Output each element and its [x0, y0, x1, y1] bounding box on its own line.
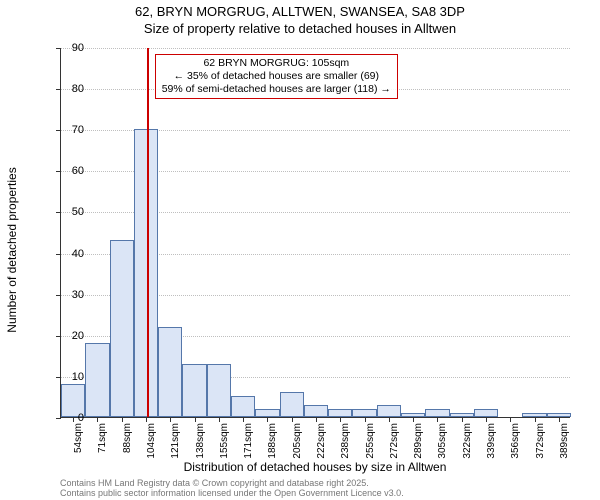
histogram-bar — [231, 396, 255, 417]
x-tick-mark — [243, 417, 244, 422]
x-tick-mark — [267, 417, 268, 422]
y-tick-label: 70 — [54, 124, 84, 136]
x-tick-mark — [340, 417, 341, 422]
chart-title-line2: Size of property relative to detached ho… — [0, 21, 600, 38]
x-tick-mark — [389, 417, 390, 422]
y-tick-label: 40 — [54, 248, 84, 260]
y-tick-label: 90 — [54, 42, 84, 54]
x-tick-mark — [146, 417, 147, 422]
x-tick-mark — [486, 417, 487, 422]
footer-line1: Contains HM Land Registry data © Crown c… — [60, 478, 590, 488]
histogram-bar — [377, 405, 401, 417]
x-tick-mark — [437, 417, 438, 422]
x-tick-mark — [122, 417, 123, 422]
histogram-bar — [425, 409, 449, 417]
histogram-bar — [352, 409, 376, 417]
x-tick-mark — [292, 417, 293, 422]
histogram-bar — [474, 409, 498, 417]
histogram-chart: 62, BRYN MORGRUG, ALLTWEN, SWANSEA, SA8 … — [0, 0, 600, 500]
y-tick-label: 50 — [54, 206, 84, 218]
x-tick-mark — [170, 417, 171, 422]
histogram-bar — [328, 409, 352, 417]
histogram-bar — [207, 364, 231, 417]
x-tick-mark — [462, 417, 463, 422]
gridline — [61, 48, 570, 49]
property-marker-line — [147, 48, 149, 417]
annotation-line: ← 35% of detached houses are smaller (69… — [162, 70, 391, 83]
y-axis-label: Number of detached properties — [5, 167, 19, 332]
histogram-bar — [255, 409, 279, 417]
x-axis-label: Distribution of detached houses by size … — [60, 460, 570, 474]
y-tick-label: 60 — [54, 165, 84, 177]
plot-area: 54sqm71sqm88sqm104sqm121sqm138sqm155sqm1… — [60, 48, 570, 418]
footer-note: Contains HM Land Registry data © Crown c… — [60, 478, 590, 499]
x-tick-mark — [510, 417, 511, 422]
x-tick-mark — [316, 417, 317, 422]
x-tick-mark — [195, 417, 196, 422]
x-tick-mark — [559, 417, 560, 422]
histogram-bar — [158, 327, 182, 417]
x-tick-mark — [535, 417, 536, 422]
histogram-bar — [85, 343, 109, 417]
chart-title-line1: 62, BRYN MORGRUG, ALLTWEN, SWANSEA, SA8 … — [0, 4, 600, 21]
annotation-box: 62 BRYN MORGRUG: 105sqm← 35% of detached… — [155, 54, 398, 99]
x-tick-mark — [219, 417, 220, 422]
x-tick-mark — [413, 417, 414, 422]
annotation-line: 59% of semi-detached houses are larger (… — [162, 83, 391, 96]
histogram-bar — [110, 240, 134, 417]
footer-line2: Contains public sector information licen… — [60, 488, 590, 498]
chart-title-block: 62, BRYN MORGRUG, ALLTWEN, SWANSEA, SA8 … — [0, 4, 600, 38]
y-tick-label: 80 — [54, 83, 84, 95]
y-tick-label: 0 — [54, 412, 84, 424]
y-tick-label: 20 — [54, 330, 84, 342]
annotation-line: 62 BRYN MORGRUG: 105sqm — [162, 57, 391, 70]
x-tick-mark — [97, 417, 98, 422]
histogram-bar — [304, 405, 328, 417]
histogram-bar — [182, 364, 206, 417]
y-tick-label: 30 — [54, 289, 84, 301]
y-tick-label: 10 — [54, 371, 84, 383]
x-tick-mark — [365, 417, 366, 422]
histogram-bar — [280, 392, 304, 417]
